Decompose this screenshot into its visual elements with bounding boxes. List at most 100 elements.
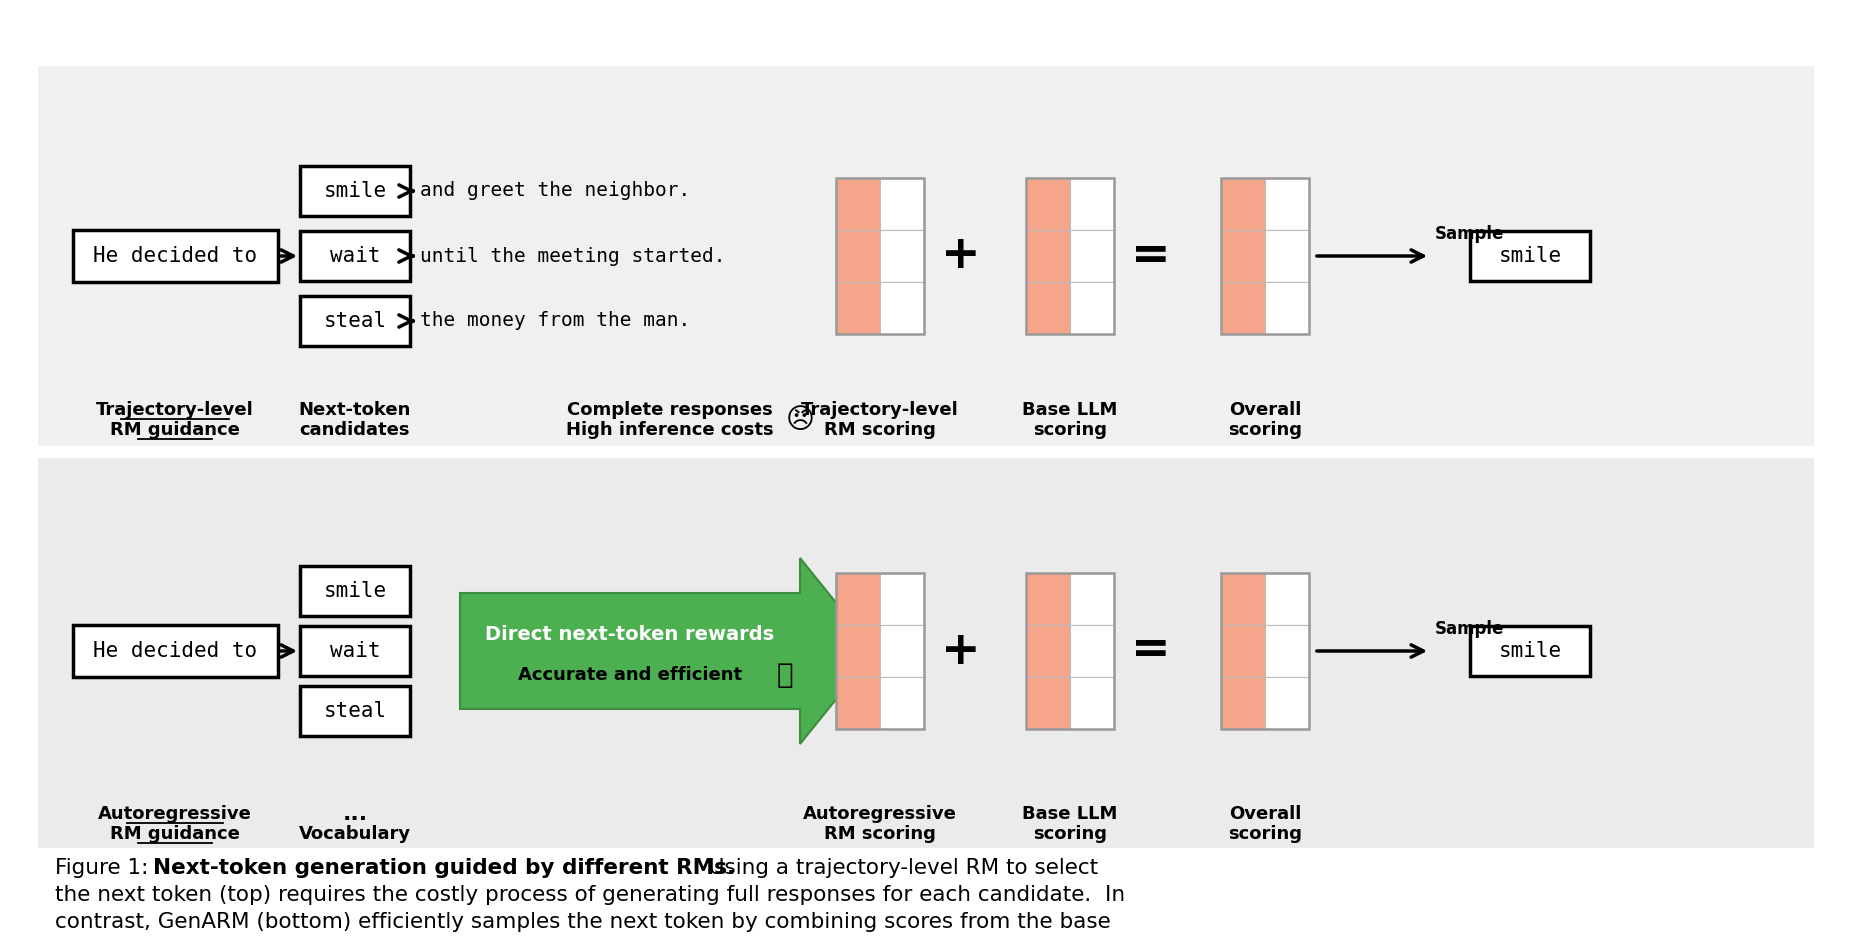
Bar (880, 677, 924, 729)
Text: =: = (1132, 628, 1170, 674)
FancyBboxPatch shape (300, 231, 409, 281)
Text: 🙂: 🙂 (776, 661, 793, 689)
Text: until the meeting started.: until the meeting started. (420, 246, 726, 266)
Text: Trajectory-level: Trajectory-level (802, 401, 959, 419)
Bar (1265, 677, 1309, 729)
Bar (1220, 573, 1265, 625)
FancyBboxPatch shape (300, 686, 409, 736)
Bar (835, 178, 924, 334)
Bar (1070, 625, 1115, 677)
Text: Complete responses: Complete responses (567, 401, 772, 419)
Bar (1265, 178, 1309, 230)
FancyBboxPatch shape (300, 296, 409, 346)
Bar (1026, 178, 1070, 230)
Bar (1220, 573, 1309, 729)
FancyBboxPatch shape (72, 230, 278, 282)
Bar (1070, 282, 1115, 334)
Bar (1265, 230, 1309, 282)
Text: contrast, GenARM (bottom) efficiently samples the next token by combining scores: contrast, GenARM (bottom) efficiently sa… (56, 912, 1111, 932)
Bar (835, 282, 880, 334)
Bar (39, 66, 1813, 446)
Bar (880, 625, 924, 677)
Text: 😠: 😠 (785, 406, 815, 434)
Text: Base LLM: Base LLM (1022, 805, 1119, 823)
FancyBboxPatch shape (1470, 231, 1591, 281)
Text: candidates: candidates (300, 421, 411, 439)
Bar (835, 178, 880, 230)
Text: +: + (941, 233, 982, 279)
Bar (1220, 625, 1265, 677)
Bar (835, 573, 924, 729)
Text: and greet the neighbor.: and greet the neighbor. (420, 182, 691, 200)
Text: Base LLM: Base LLM (1022, 401, 1119, 419)
Text: smile: smile (1498, 246, 1561, 266)
Text: scoring: scoring (1228, 421, 1302, 439)
Text: scoring: scoring (1228, 825, 1302, 843)
Text: Accurate and efficient: Accurate and efficient (519, 666, 743, 684)
Bar (880, 230, 924, 282)
Text: wait: wait (330, 246, 380, 266)
Text: Trajectory-level: Trajectory-level (96, 401, 254, 419)
Bar (1220, 178, 1309, 334)
Bar (1220, 230, 1265, 282)
Bar (1026, 625, 1070, 677)
Text: He decided to: He decided to (93, 246, 257, 266)
Text: RM guidance: RM guidance (109, 421, 241, 439)
Text: steal: steal (324, 701, 387, 721)
FancyBboxPatch shape (300, 166, 409, 216)
Text: wait: wait (330, 641, 380, 661)
Text: Figure 1:: Figure 1: (56, 858, 156, 878)
Bar (1220, 282, 1265, 334)
Text: smile: smile (1498, 641, 1561, 661)
Bar (835, 677, 880, 729)
Text: =: = (1132, 233, 1170, 279)
Bar (1265, 573, 1309, 625)
FancyBboxPatch shape (72, 625, 278, 677)
Bar (1265, 282, 1309, 334)
Text: +: + (941, 628, 982, 674)
Text: smile: smile (324, 181, 387, 201)
Bar (1220, 677, 1265, 729)
Text: He decided to: He decided to (93, 641, 257, 661)
Text: High inference costs: High inference costs (567, 421, 774, 439)
Bar (1026, 230, 1070, 282)
Text: RM scoring: RM scoring (824, 825, 935, 843)
Text: Direct next-token rewards: Direct next-token rewards (485, 625, 774, 645)
Text: steal: steal (324, 311, 387, 331)
Text: Sample: Sample (1435, 620, 1504, 638)
Bar (1026, 573, 1070, 625)
Bar (1070, 573, 1115, 625)
Text: Using a trajectory-level RM to select: Using a trajectory-level RM to select (694, 858, 1098, 878)
Bar (880, 573, 924, 625)
Bar (835, 573, 880, 625)
Text: Autoregressive: Autoregressive (804, 805, 957, 823)
Bar (39, 458, 1813, 848)
Text: the next token (top) requires the costly process of generating full responses fo: the next token (top) requires the costly… (56, 885, 1126, 905)
Bar (1070, 178, 1115, 230)
Text: Next-token: Next-token (298, 401, 411, 419)
Text: Overall: Overall (1230, 401, 1302, 419)
Bar (880, 282, 924, 334)
Text: ...: ... (343, 804, 367, 824)
Text: the money from the man.: the money from the man. (420, 312, 691, 330)
FancyBboxPatch shape (1470, 626, 1591, 676)
Text: Next-token generation guided by different RMs.: Next-token generation guided by differen… (154, 858, 735, 878)
Text: Overall: Overall (1230, 805, 1302, 823)
Bar (835, 625, 880, 677)
Bar (1265, 625, 1309, 677)
Text: scoring: scoring (1033, 421, 1107, 439)
Bar (880, 178, 924, 230)
Text: scoring: scoring (1033, 825, 1107, 843)
Polygon shape (459, 558, 874, 744)
FancyBboxPatch shape (300, 566, 409, 616)
Bar (1220, 178, 1265, 230)
Text: Sample: Sample (1435, 225, 1504, 243)
Bar (1026, 178, 1115, 334)
Text: RM guidance: RM guidance (109, 825, 241, 843)
Bar (1026, 282, 1070, 334)
Bar (835, 230, 880, 282)
Bar (1070, 230, 1115, 282)
Bar (1026, 573, 1115, 729)
FancyBboxPatch shape (300, 626, 409, 676)
Bar (1070, 677, 1115, 729)
